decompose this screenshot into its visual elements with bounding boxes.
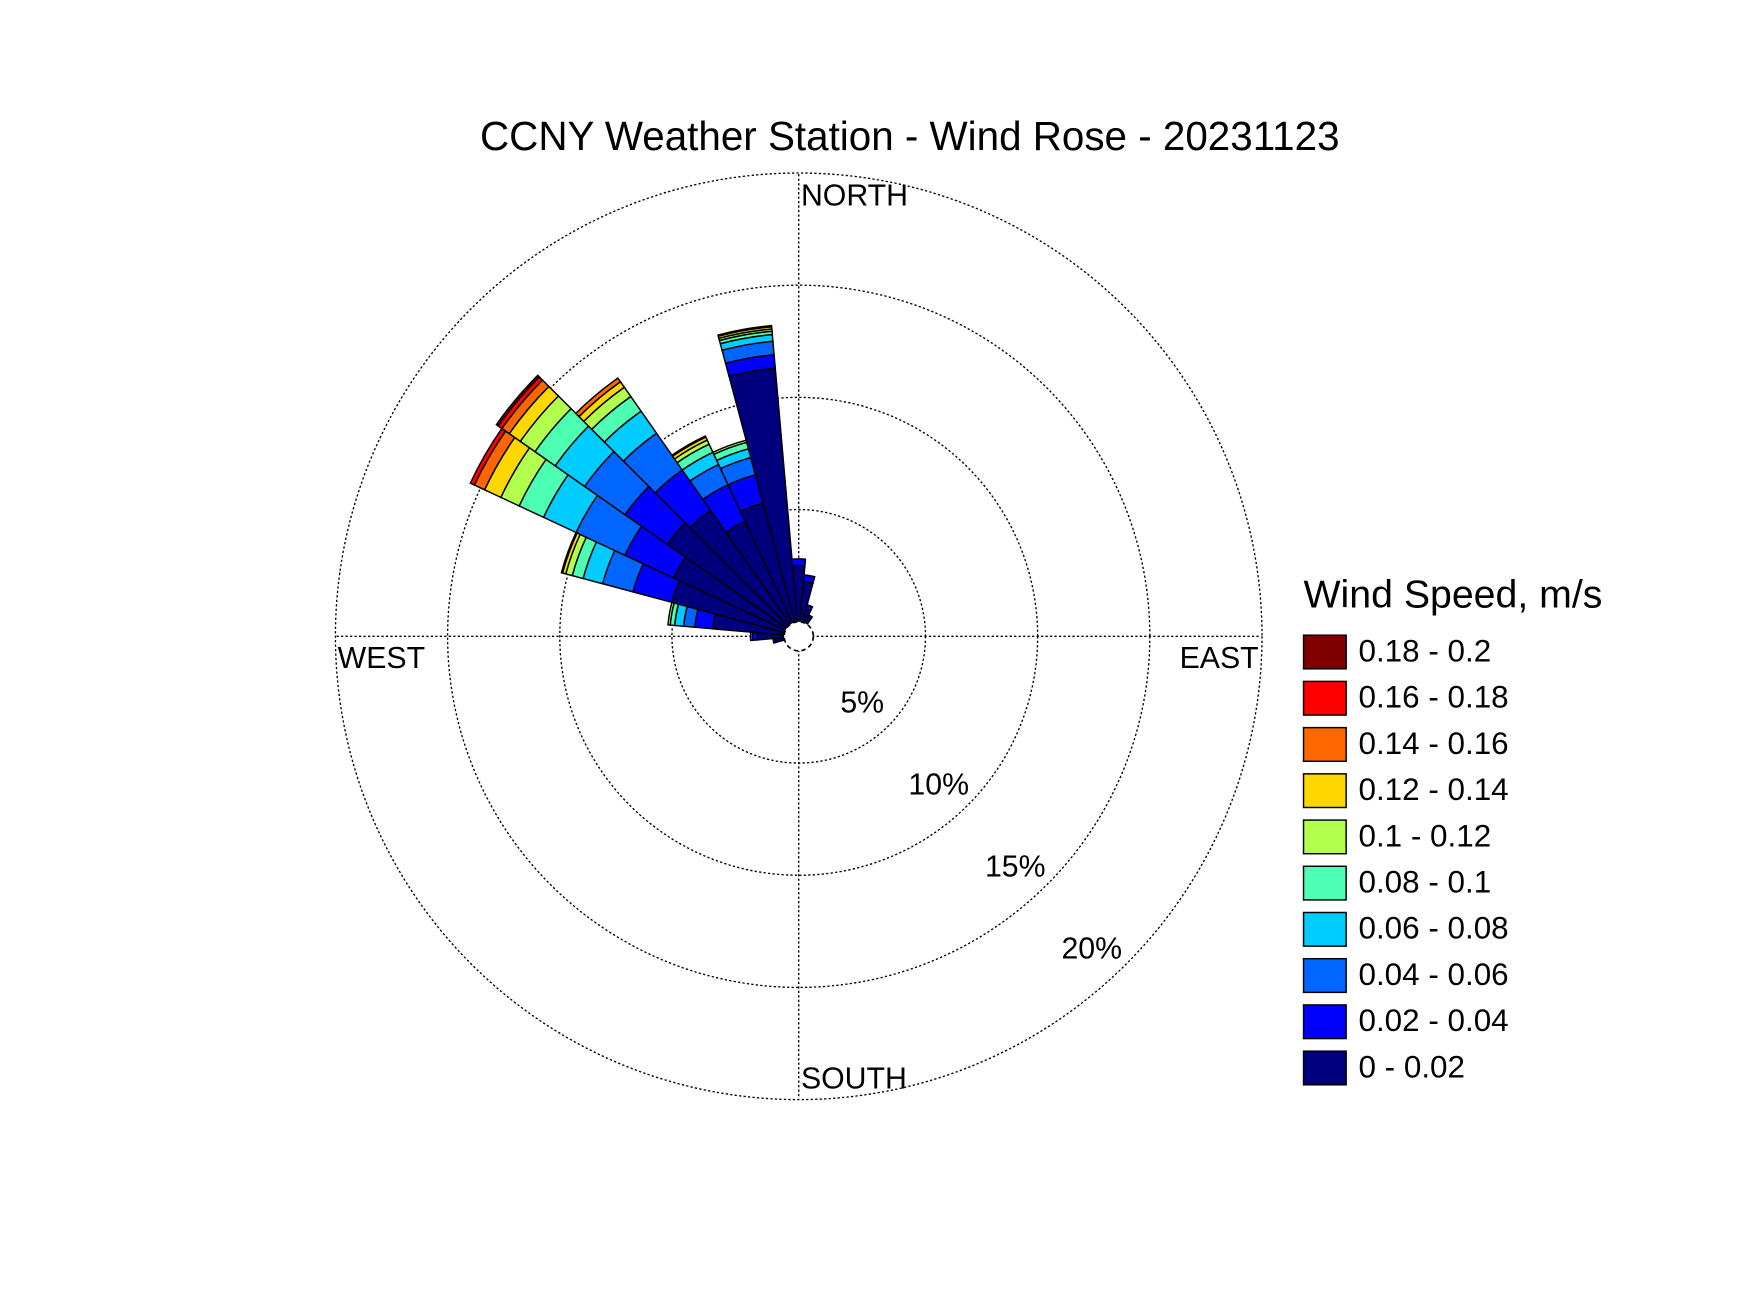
wedge-segment xyxy=(670,435,707,458)
legend-swatch xyxy=(1302,819,1347,855)
legend-swatch xyxy=(1302,773,1347,809)
r-tick-label: 20% xyxy=(1061,933,1122,966)
legend-swatch xyxy=(1302,911,1347,947)
wedge-segment xyxy=(805,603,814,612)
grid-ring xyxy=(559,396,1039,876)
legend-label: 0.14 - 0.16 xyxy=(1358,726,1508,761)
wedge-segment xyxy=(791,558,807,567)
legend-label: 0.06 - 0.08 xyxy=(1358,911,1508,946)
legend-swatch xyxy=(1302,726,1347,763)
legend-title: Wind Speed, m/s xyxy=(1304,572,1603,616)
legend-swatch xyxy=(1302,1050,1347,1086)
direction-label: EAST xyxy=(1180,642,1259,675)
direction-label: SOUTH xyxy=(801,1063,907,1096)
grid-ring xyxy=(334,172,1263,1101)
r-tick-label: 15% xyxy=(985,850,1046,883)
wedge-segment xyxy=(802,574,816,585)
legend-swatch xyxy=(1302,680,1347,716)
chart-title: CCNY Weather Station - Wind Rose - 20231… xyxy=(480,113,1340,159)
r-tick-label: 10% xyxy=(908,768,969,801)
grid-ring xyxy=(446,284,1151,989)
legend-label: 0.18 - 0.2 xyxy=(1358,633,1491,668)
wedge-segment xyxy=(717,324,773,338)
radial-labels: 5% 10% 15% 20% xyxy=(840,686,1122,965)
legend-swatch xyxy=(1302,865,1347,901)
wedge-segment xyxy=(749,631,754,642)
direction-label: NORTH xyxy=(801,180,908,213)
legend-label: 0.16 - 0.18 xyxy=(1358,680,1508,715)
legend-label: 0.1 - 0.12 xyxy=(1358,818,1491,853)
wedge-segment xyxy=(495,374,541,427)
legend-label: 0.04 - 0.06 xyxy=(1358,957,1508,992)
legend-label: 0 - 0.02 xyxy=(1358,1049,1465,1084)
legend-swatch xyxy=(1302,957,1347,994)
direction-label: WEST xyxy=(338,642,425,675)
legend-swatch xyxy=(1302,1004,1347,1040)
legend: Wind Speed, m/s 0 - 0.02 0.02 - 0.04 0.04 … xyxy=(1302,572,1603,1086)
legend-label: 0.12 - 0.14 xyxy=(1358,772,1508,807)
legend-label: 0.02 - 0.04 xyxy=(1358,1003,1508,1038)
legend-label: 0.08 - 0.1 xyxy=(1358,865,1491,900)
center-hole xyxy=(783,620,815,652)
legend-swatch xyxy=(1302,634,1347,670)
grid-ring xyxy=(671,508,927,764)
wedge-segment xyxy=(574,377,622,418)
r-tick-label: 5% xyxy=(840,686,884,719)
wind-rose-bars xyxy=(469,324,816,644)
